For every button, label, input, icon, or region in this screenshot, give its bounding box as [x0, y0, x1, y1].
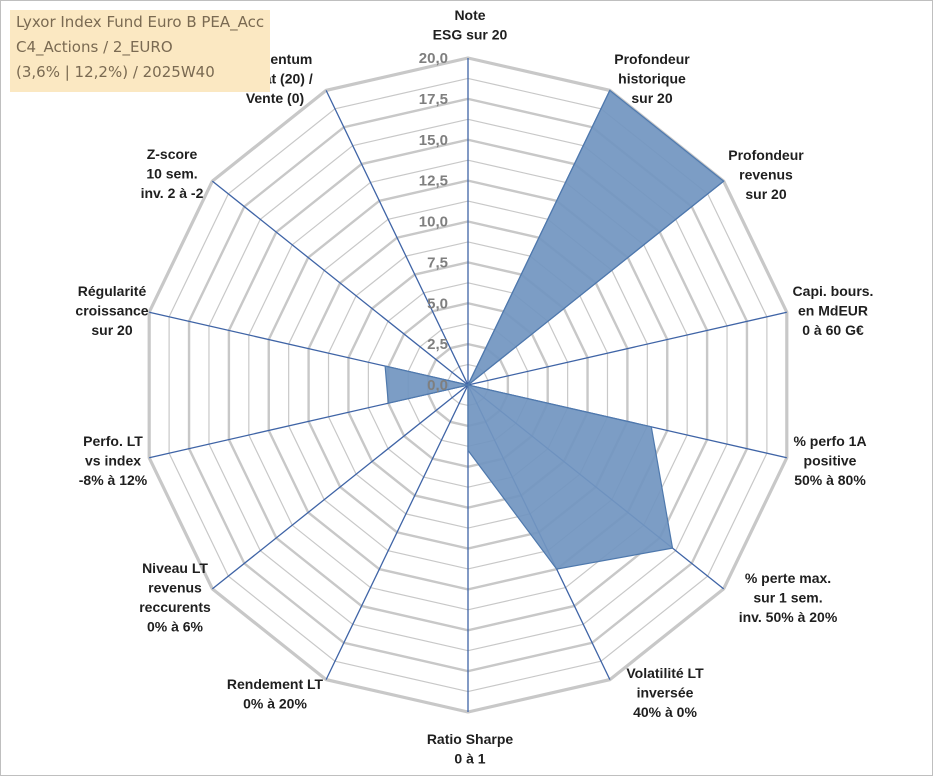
axis-label: Régularité croissance sur 20	[75, 283, 148, 338]
axis-label: % perfo 1A positive 50% à 80%	[793, 433, 866, 488]
axis-label: Perfo. LT vs index -8% à 12%	[79, 433, 148, 488]
chart-title-box: Lyxor Index Fund Euro B PEA_Acc C4_Actio…	[10, 10, 270, 92]
axis-label: Profondeur revenus sur 20	[728, 147, 804, 202]
axis-label: % perte max. sur 1 sem. inv. 50% à 20%	[739, 570, 838, 625]
axis-label: Z-score 10 sem. inv. 2 à -2	[141, 146, 204, 201]
chart-title-line-2: C4_Actions / 2_EURO	[16, 38, 173, 56]
r-tick-label: 15,0	[419, 132, 448, 149]
series-area	[384, 89, 725, 570]
axis-spoke	[325, 90, 469, 386]
r-tick-label: 20,0	[419, 50, 448, 67]
axis-label: Capi. bours. en MdEUR 0 à 60 G€	[793, 283, 874, 338]
r-tick-label: 17,5	[419, 91, 448, 108]
axis-label: Profondeur historique sur 20	[614, 51, 690, 106]
axis-spoke	[211, 180, 469, 386]
axis-spoke	[211, 384, 469, 590]
axis-label: Volatilité LT inversée 40% à 0%	[626, 665, 704, 720]
axis-label: Ratio Sharpe 0 à 1	[427, 731, 514, 767]
chart-title-line-1: Lyxor Index Fund Euro B PEA_Acc	[16, 13, 265, 31]
axis-spoke	[467, 311, 787, 386]
axis-label: Rendement LT 0% à 20%	[227, 676, 324, 712]
r-tick-label: 2,5	[427, 336, 448, 353]
r-tick-label: 12,5	[419, 173, 448, 190]
axis-spoke	[325, 384, 469, 680]
r-tick-label: 10,0	[419, 214, 448, 231]
axis-label: Note ESG sur 20	[433, 7, 508, 43]
r-tick-label: 5,0	[427, 295, 448, 312]
r-tick-label: 0,0	[427, 377, 448, 394]
axis-label: Niveau LT revenus reccurents 0% à 6%	[139, 560, 211, 635]
chart-title-line-3: (3,6% | 12,2%) / 2025W40	[16, 63, 215, 81]
r-tick-label: 7,5	[427, 254, 448, 271]
